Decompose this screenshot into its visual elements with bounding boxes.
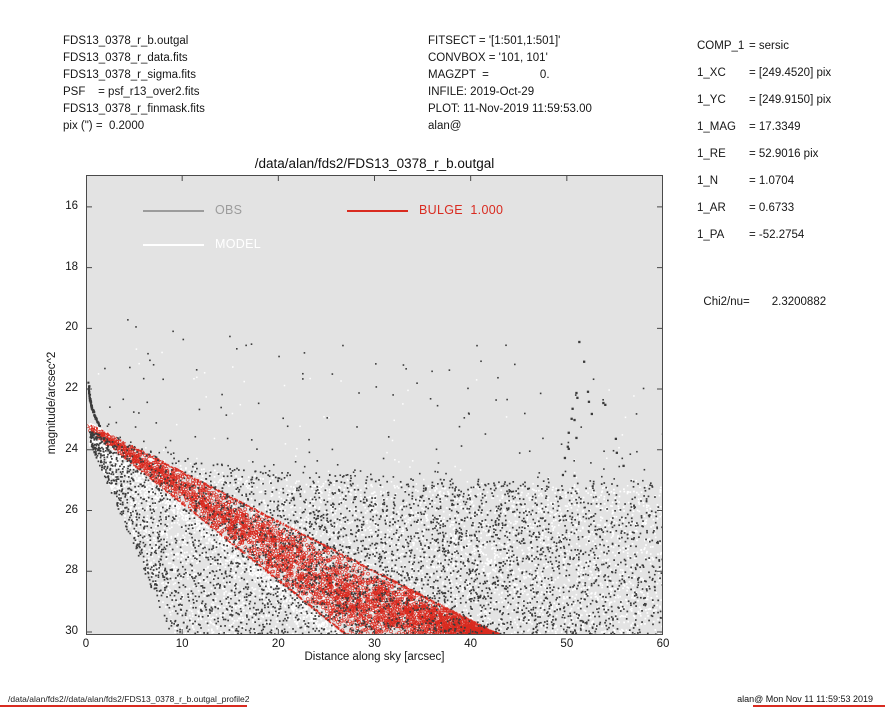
x-tick-40: 40 bbox=[464, 638, 478, 650]
file-list-block: FDS13_0378_r_b.outgal FDS13_0378_r_data.f… bbox=[63, 33, 205, 135]
file-line-2: FDS13_0378_r_sigma.fits bbox=[63, 69, 196, 81]
fit-line-0: FITSECT = '[1:501,1:501]' bbox=[428, 35, 561, 47]
x-tick-0: 0 bbox=[82, 638, 90, 650]
x-tick-30: 30 bbox=[368, 638, 381, 650]
file-line-5: pix (") = 0.2000 bbox=[63, 120, 145, 132]
y-tick-28: 28 bbox=[65, 564, 78, 577]
fit-line-5: alan@ bbox=[428, 120, 462, 132]
chi2-value: 2.3200882 bbox=[771, 296, 827, 308]
param-value: = 52.9016 pix bbox=[749, 148, 819, 160]
param-row-1_n: 1_N = 1.0704 bbox=[697, 175, 882, 202]
param-value: = sersic bbox=[749, 40, 789, 52]
param-name: 1_YC bbox=[697, 94, 726, 106]
legend-line-model bbox=[143, 244, 204, 246]
chi2-label: Chi2/nu= bbox=[703, 296, 750, 308]
param-row-comp_1: COMP_1 = sersic bbox=[697, 40, 882, 67]
param-name: 1_MAG bbox=[697, 121, 736, 133]
param-row-1_pa: 1_PA = -52.2754 bbox=[697, 229, 882, 256]
x-axis-title: Distance along sky [arcsec] bbox=[304, 651, 445, 663]
profile-plot-canvas bbox=[86, 175, 663, 635]
param-value: = [249.9150] pix bbox=[749, 94, 832, 106]
chi2-row: Chi2/nu= 2.3200882 bbox=[697, 284, 826, 311]
y-tick-30: 30 bbox=[65, 624, 78, 637]
param-name: COMP_1 bbox=[697, 40, 745, 52]
footer-output-path: /data/alan/fds2//data/alan/fds2/FDS13_03… bbox=[8, 694, 250, 704]
param-value: = 0.6733 bbox=[749, 202, 795, 214]
param-value: = 1.0704 bbox=[749, 175, 795, 187]
legend-label-model: MODEL bbox=[215, 237, 261, 251]
param-name: 1_RE bbox=[697, 148, 726, 160]
x-tick-10: 10 bbox=[175, 638, 189, 650]
file-line-1: FDS13_0378_r_data.fits bbox=[63, 52, 188, 64]
param-row-1_yc: 1_YC = [249.9150] pix bbox=[697, 94, 882, 121]
fit-line-1: CONVBOX = '101, 101' bbox=[428, 52, 548, 64]
fit-parameters-panel: COMP_1 = sersic 1_XC = [249.4520] pix 1_YC = … bbox=[697, 40, 882, 256]
y-tick-26: 26 bbox=[65, 503, 78, 516]
chart-title: /data/alan/fds2/FDS13_0378_r_b.outgal bbox=[254, 156, 495, 171]
y-tick-18: 18 bbox=[65, 260, 78, 273]
legend-line-obs bbox=[143, 210, 204, 212]
y-tick-16: 16 bbox=[65, 199, 78, 212]
x-tick-20: 20 bbox=[271, 638, 285, 650]
footer-accent-bar-left bbox=[0, 705, 247, 707]
param-row-1_mag: 1_MAG = 17.3349 bbox=[697, 121, 882, 148]
param-name: 1_PA bbox=[697, 229, 725, 241]
footer-user-timestamp: alan@ Mon Nov 11 11:59:53 2019 bbox=[737, 694, 873, 704]
y-axis-title: magnitude/arcsec^2 bbox=[46, 351, 58, 455]
param-value: = [249.4520] pix bbox=[749, 67, 832, 79]
file-line-4: FDS13_0378_r_finmask.fits bbox=[63, 103, 205, 115]
y-tick-24: 24 bbox=[65, 442, 78, 455]
param-row-1_ar: 1_AR = 0.6733 bbox=[697, 202, 882, 229]
x-tick-50: 50 bbox=[560, 638, 574, 650]
fit-line-2: MAGZPT = 0. bbox=[428, 69, 550, 81]
param-name: 1_XC bbox=[697, 67, 726, 79]
fit-settings-block: FITSECT = '[1:501,1:501]' CONVBOX = '101,… bbox=[428, 33, 592, 135]
x-tick-60: 60 bbox=[656, 638, 670, 650]
param-value: = 17.3349 bbox=[749, 121, 801, 133]
param-value: = -52.2754 bbox=[749, 229, 805, 241]
legend-label-bulge: BULGE 1.000 bbox=[419, 203, 504, 217]
param-row-1_xc: 1_XC = [249.4520] pix bbox=[697, 67, 882, 94]
y-tick-20: 20 bbox=[65, 321, 78, 334]
file-line-3: PSF = psf_r13_over2.fits bbox=[63, 86, 200, 98]
footer-accent-bar-right bbox=[753, 705, 885, 707]
param-name: 1_N bbox=[697, 175, 719, 187]
legend-label-obs: OBS bbox=[215, 203, 243, 217]
fit-line-3: INFILE: 2019-Oct-29 bbox=[428, 86, 535, 98]
file-line-0: FDS13_0378_r_b.outgal bbox=[63, 35, 189, 47]
y-tick-22: 22 bbox=[65, 382, 78, 395]
fit-line-4: PLOT: 11-Nov-2019 11:59:53.00 bbox=[428, 103, 592, 115]
legend-line-bulge bbox=[347, 210, 408, 212]
param-row-1_re: 1_RE = 52.9016 pix bbox=[697, 148, 882, 175]
param-name: 1_AR bbox=[697, 202, 726, 214]
